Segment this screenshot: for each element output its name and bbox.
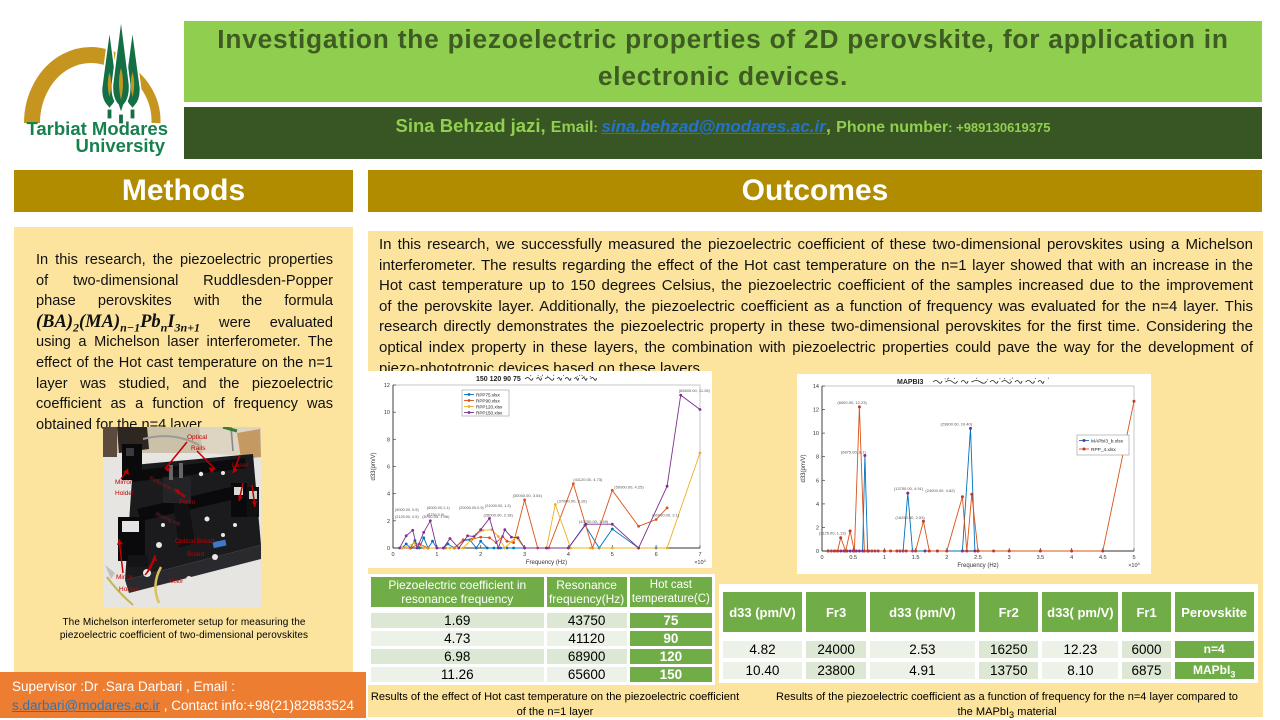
svg-text:8: 8	[387, 437, 390, 443]
svg-text:2: 2	[945, 555, 948, 561]
svg-text:Laser: Laser	[232, 462, 249, 469]
svg-text:1.5: 1.5	[912, 555, 920, 561]
svg-text:0.5: 0.5	[849, 555, 857, 561]
svg-text:5: 5	[1132, 555, 1135, 561]
svg-text:Frequency (Hz): Frequency (Hz)	[526, 560, 567, 566]
svg-text:×104: ×104	[694, 558, 706, 566]
svg-text:Holder: Holder	[115, 490, 135, 497]
svg-text:Holder: Holder	[119, 586, 139, 593]
svg-text:(24000.00, 4.82): (24000.00, 4.82)	[925, 488, 955, 493]
svg-text:4: 4	[816, 502, 819, 508]
svg-text:4: 4	[387, 492, 390, 498]
svg-text:5: 5	[611, 552, 614, 558]
svg-text:(60000.00, 2.1): (60000.00, 2.1)	[652, 513, 680, 518]
svg-text:12: 12	[813, 408, 819, 414]
svg-text:Tarbiat Modares: Tarbiat Modares	[26, 118, 168, 139]
svg-text:2: 2	[816, 525, 819, 531]
svg-text:2: 2	[479, 552, 482, 558]
svg-text:(65600.00, 11.26): (65600.00, 11.26)	[679, 388, 711, 393]
svg-text:×104: ×104	[1128, 561, 1140, 569]
svg-text:(9000.00, 0.9): (9000.00, 0.9)	[395, 508, 419, 512]
svg-text:(41120.00, 4.73): (41120.00, 4.73)	[573, 477, 603, 482]
svg-text:0: 0	[820, 555, 823, 561]
svg-text:150 120 90 75: 150 120 90 75	[476, 376, 521, 383]
svg-text:Board: Board	[187, 551, 205, 558]
svg-text:4: 4	[567, 552, 570, 558]
svg-text:(23800.00, 10.40): (23800.00, 10.40)	[941, 421, 973, 426]
svg-text:6: 6	[655, 552, 658, 558]
svg-text:12: 12	[384, 383, 390, 389]
svg-text:RPP120.xlsx: RPP120.xlsx	[476, 404, 503, 409]
svg-text:(50000.00, 4.25): (50000.00, 4.25)	[614, 484, 644, 489]
svg-text:1: 1	[883, 555, 886, 561]
svg-text:Optical Bread: Optical Bread	[175, 538, 215, 545]
svg-text:RPP90.xlsx: RPP90.xlsx	[476, 398, 500, 403]
svg-text:d33(pm/V): d33(pm/V)	[801, 454, 807, 482]
svg-text:2.5: 2.5	[974, 555, 982, 561]
svg-text:1: 1	[435, 552, 438, 558]
svg-text:(16250.00, 2.53): (16250.00, 2.53)	[895, 515, 925, 520]
svg-text:0: 0	[816, 549, 819, 555]
svg-text:(13750.00, 4.91): (13750.00, 4.91)	[894, 486, 924, 491]
svg-text:2: 2	[387, 519, 390, 525]
svg-text:(26000.00, 2.18): (26000.00, 2.18)	[484, 512, 514, 517]
svg-text:4: 4	[1070, 555, 1073, 561]
svg-text:(21000.00, 1.3): (21000.00, 1.3)	[485, 504, 511, 508]
svg-text:MAPBI3: MAPBI3	[897, 379, 924, 386]
svg-text:(8750,0.5): (8750,0.5)	[427, 513, 445, 517]
svg-text:(37000.00, 3.16): (37000.00, 3.16)	[557, 499, 587, 504]
svg-text:6: 6	[816, 478, 819, 484]
svg-text:10: 10	[384, 410, 390, 416]
svg-text:MAPbI3_b.xlsx: MAPbI3_b.xlsx	[1091, 438, 1124, 444]
svg-text:Piezo: Piezo	[179, 499, 196, 506]
svg-text:d33(pm/V): d33(pm/V)	[371, 452, 377, 480]
svg-text:(3125.00, 1.13): (3125.00, 1.13)	[819, 531, 847, 536]
svg-text:RPP75.xlsx: RPP75.xlsx	[476, 392, 500, 397]
svg-text:8: 8	[816, 455, 819, 461]
svg-text:7: 7	[698, 552, 701, 558]
svg-text:(6000.00,1.1): (6000.00,1.1)	[427, 506, 450, 510]
svg-text:University: University	[76, 135, 166, 156]
svg-text:3: 3	[523, 552, 526, 558]
svg-text:(30000.00, 3.54): (30000.00, 3.54)	[513, 493, 543, 498]
svg-text:Mirror: Mirror	[115, 479, 133, 486]
svg-text:RPP_4.xlsx: RPP_4.xlsx	[1091, 447, 1116, 453]
svg-text:0: 0	[391, 552, 394, 558]
svg-text:(2125.00, 0.5): (2125.00, 0.5)	[395, 515, 419, 519]
svg-text:RPP150.xlsx: RPP150.xlsx	[476, 410, 503, 415]
svg-text:Mirror: Mirror	[116, 574, 134, 581]
svg-text:Frequency (Hz): Frequency (Hz)	[957, 563, 998, 569]
svg-text:4.5: 4.5	[1099, 555, 1107, 561]
svg-text:Rails: Rails	[191, 445, 206, 452]
svg-text:3.5: 3.5	[1037, 555, 1045, 561]
svg-text:3: 3	[1008, 555, 1011, 561]
svg-text:14: 14	[813, 384, 819, 390]
svg-text:Optical: Optical	[187, 434, 208, 441]
svg-text:(43750.00, 1.69): (43750.00, 1.69)	[579, 519, 609, 524]
svg-text:(6000.00, 12.23): (6000.00, 12.23)	[837, 400, 867, 405]
svg-text:Motor: Motor	[169, 579, 183, 585]
svg-text:0: 0	[387, 546, 390, 552]
svg-text:6: 6	[387, 465, 390, 471]
svg-text:(8750.00, 1.96): (8750.00, 1.96)	[422, 514, 450, 519]
svg-text:10: 10	[813, 431, 819, 437]
svg-text:(6875.00, 8.1): (6875.00, 8.1)	[841, 450, 867, 455]
svg-text:(20000.00,0.9): (20000.00,0.9)	[459, 506, 484, 510]
